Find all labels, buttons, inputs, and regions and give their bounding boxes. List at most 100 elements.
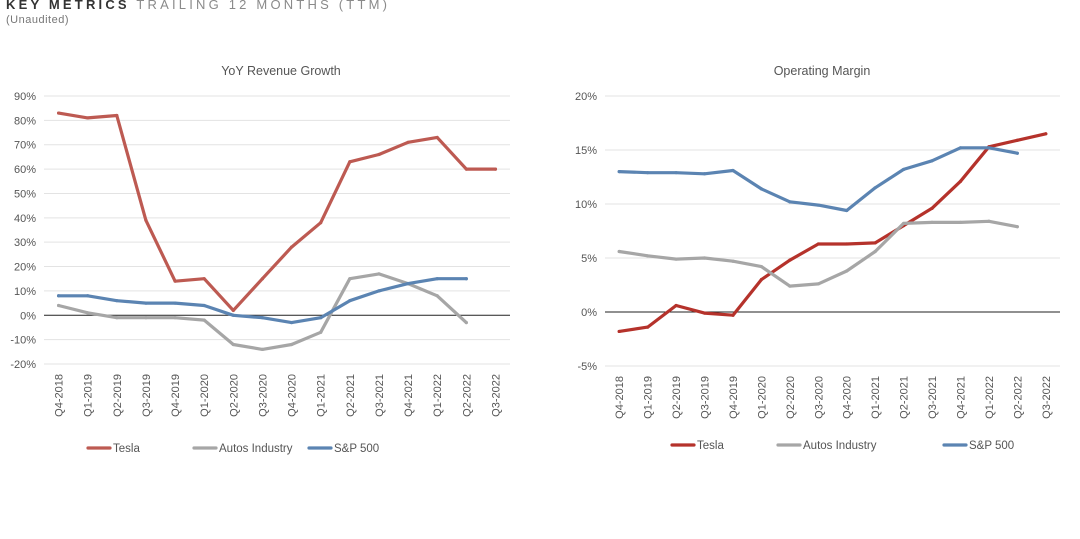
revenue-growth-series-tesla-point: [56, 111, 61, 115]
page-title-light: TRAILING 12 MONTHS (TTM): [136, 0, 391, 12]
operating-margin-xtick-label: Q4-2019: [728, 376, 740, 419]
revenue-growth-series-sp500-point: [348, 299, 352, 303]
operating-margin-series-sp500-point: [646, 171, 650, 175]
operating-margin-series-sp500-point: [958, 146, 963, 150]
revenue-growth-chart: YoY Revenue Growth -20% -10% 0% 10% 20% 30% 40%…: [10, 64, 510, 455]
operating-margin-series-tesla-point: [1015, 138, 1019, 142]
page-header: KEY METRICS TRAILING 12 MONTHS (TTM) (Un…: [6, 0, 390, 26]
operating-margin-xtick-label: Q1-2022: [984, 376, 996, 419]
operating-margin-series-autos-industry-point: [816, 282, 820, 286]
revenue-growth-series-autos-industry-point: [144, 316, 148, 320]
revenue-growth-series-tesla-point: [377, 152, 381, 157]
operating-margin-series-autos-industry-point: [873, 249, 877, 254]
revenue-growth-series-sp500-point: [406, 282, 410, 286]
operating-margin-xtick-label: Q1-2021: [870, 376, 882, 419]
operating-margin-series-sp500-point: [788, 200, 792, 204]
operating-margin-series-sp500-point: [816, 203, 820, 207]
operating-margin-xtick-label: Q2-2019: [671, 376, 683, 419]
operating-margin-series-tesla-point: [674, 303, 678, 308]
revenue-growth-xtick-label: Q1-2020: [199, 374, 211, 417]
revenue-growth-series-tesla-point: [464, 167, 468, 171]
revenue-growth-series-sp500-point: [260, 316, 265, 320]
operating-margin-xtick-label: Q4-2021: [955, 376, 967, 419]
operating-margin-series-tesla-point: [702, 311, 707, 315]
revenue-growth-xtick-label: Q4-2018: [54, 374, 66, 417]
revenue-growth-series-autos-industry-point: [377, 272, 381, 276]
revenue-growth-series-tesla-point: [493, 167, 498, 171]
operating-margin-series-tesla-point: [1044, 132, 1048, 136]
revenue-growth-series-tesla-point: [406, 140, 410, 144]
operating-margin-series-tesla-point: [731, 313, 735, 317]
revenue-growth-ytick-label: 50%: [14, 188, 36, 200]
revenue-growth-series-sp500-point: [231, 313, 235, 317]
page-title-strong: KEY METRICS: [6, 0, 130, 12]
operating-margin-ytick-label: 10%: [575, 199, 597, 211]
revenue-growth-ytick-label: 90%: [14, 91, 36, 103]
operating-margin-ytick-label: 5%: [581, 253, 597, 265]
revenue-growth-series-autos-industry-point: [231, 342, 235, 347]
operating-margin-series-tesla-point: [958, 179, 963, 183]
revenue-growth-series-tesla-point: [144, 218, 148, 222]
operating-margin-ytick-label: 0%: [581, 307, 597, 319]
operating-margin-series-tesla-point: [816, 242, 820, 246]
operating-margin-series-autos-industry-point: [731, 259, 735, 263]
revenue-growth-series-autos-industry-point: [173, 316, 177, 320]
operating-margin-series-sp500-point: [702, 172, 707, 176]
operating-margin-xtick-label: Q3-2022: [1041, 376, 1053, 419]
revenue-growth-series-autos-industry-point: [260, 347, 265, 351]
operating-margin-xtick-label: Q2-2021: [899, 376, 911, 419]
operating-margin-xtick-label: Q3-2020: [813, 376, 825, 419]
operating-margin-xtick-label: Q3-2019: [700, 376, 712, 419]
operating-margin-series-sp500-point: [845, 208, 849, 213]
operating-margin-xtick-label: Q2-2022: [1012, 376, 1024, 419]
operating-margin-series-autos-industry-point: [845, 269, 849, 273]
operating-margin-series-autos-industry-point: [646, 254, 650, 258]
operating-margin-series-tesla-point: [788, 258, 792, 262]
operating-margin-series-tesla-point: [873, 241, 877, 245]
revenue-growth-legend-label-sp500: S&P 500: [334, 443, 379, 455]
operating-margin-series-tesla-point: [617, 329, 621, 334]
revenue-growth-series-tesla-point: [319, 221, 323, 225]
operating-margin-legend-label-sp500: S&P 500: [969, 440, 1014, 452]
operating-margin-series-sp500-point: [901, 167, 906, 172]
revenue-growth-ytick-label: 80%: [14, 115, 36, 127]
revenue-growth-series-sp500-point: [86, 294, 90, 298]
revenue-growth-series-tesla-point: [435, 135, 439, 140]
revenue-growth-xtick-label: Q3-2021: [374, 374, 386, 417]
operating-margin-series-autos-industry-point: [987, 219, 991, 223]
operating-margin-series-tesla-point: [930, 206, 934, 210]
operating-margin-series-tesla-point: [845, 242, 849, 246]
operating-margin-series-autos-industry-point: [930, 220, 934, 224]
operating-margin-xtick-label: Q1-2019: [643, 376, 655, 419]
revenue-growth-series-autos-industry-point: [289, 342, 294, 347]
page-subtitle: (Unaudited): [6, 14, 69, 26]
operating-margin-xtick-label: Q2-2020: [785, 376, 797, 419]
operating-margin-xtick-label: Q3-2021: [927, 376, 939, 419]
operating-margin-series-sp500-line: [617, 146, 1019, 213]
revenue-growth-series-tesla-line: [57, 111, 497, 312]
operating-margin-series-sp500-point: [759, 187, 764, 191]
operating-margin-series-sp500-point: [731, 168, 735, 173]
operating-margin-series-autos-industry-line: [617, 219, 1019, 288]
revenue-growth-series-sp500-point: [377, 289, 381, 293]
revenue-growth-series-sp500-point: [173, 301, 177, 305]
operating-margin-series-sp500-point: [1015, 151, 1019, 155]
operating-margin-legend-label-autos-industry: Autos Industry: [803, 440, 877, 452]
operating-margin-series-autos-industry-point: [759, 265, 764, 269]
revenue-growth-xtick-label: Q4-2021: [403, 374, 415, 417]
operating-margin-xtick-label: Q4-2018: [614, 376, 626, 419]
revenue-growth-legend-label-autos-industry: Autos Industry: [219, 443, 293, 455]
operating-margin-series-autos-industry-point: [1015, 225, 1019, 229]
operating-margin-chart-title: Operating Margin: [774, 64, 871, 78]
revenue-growth-ytick-label: 0%: [20, 310, 36, 322]
operating-margin-series-autos-industry-point: [958, 220, 963, 224]
revenue-growth-series-sp500-point: [56, 294, 61, 298]
revenue-growth-xtick-label: Q2-2021: [345, 374, 357, 417]
operating-margin-series-autos-industry-point: [702, 256, 707, 260]
revenue-growth-xtick-label: Q2-2019: [112, 374, 124, 417]
revenue-growth-series-autos-industry-point: [464, 320, 468, 325]
revenue-growth-series-sp500-point: [144, 301, 148, 305]
revenue-growth-series-autos-industry-point: [319, 330, 323, 334]
operating-margin-xtick-label: Q1-2020: [756, 376, 768, 419]
revenue-growth-series-autos-industry-point: [202, 318, 206, 322]
